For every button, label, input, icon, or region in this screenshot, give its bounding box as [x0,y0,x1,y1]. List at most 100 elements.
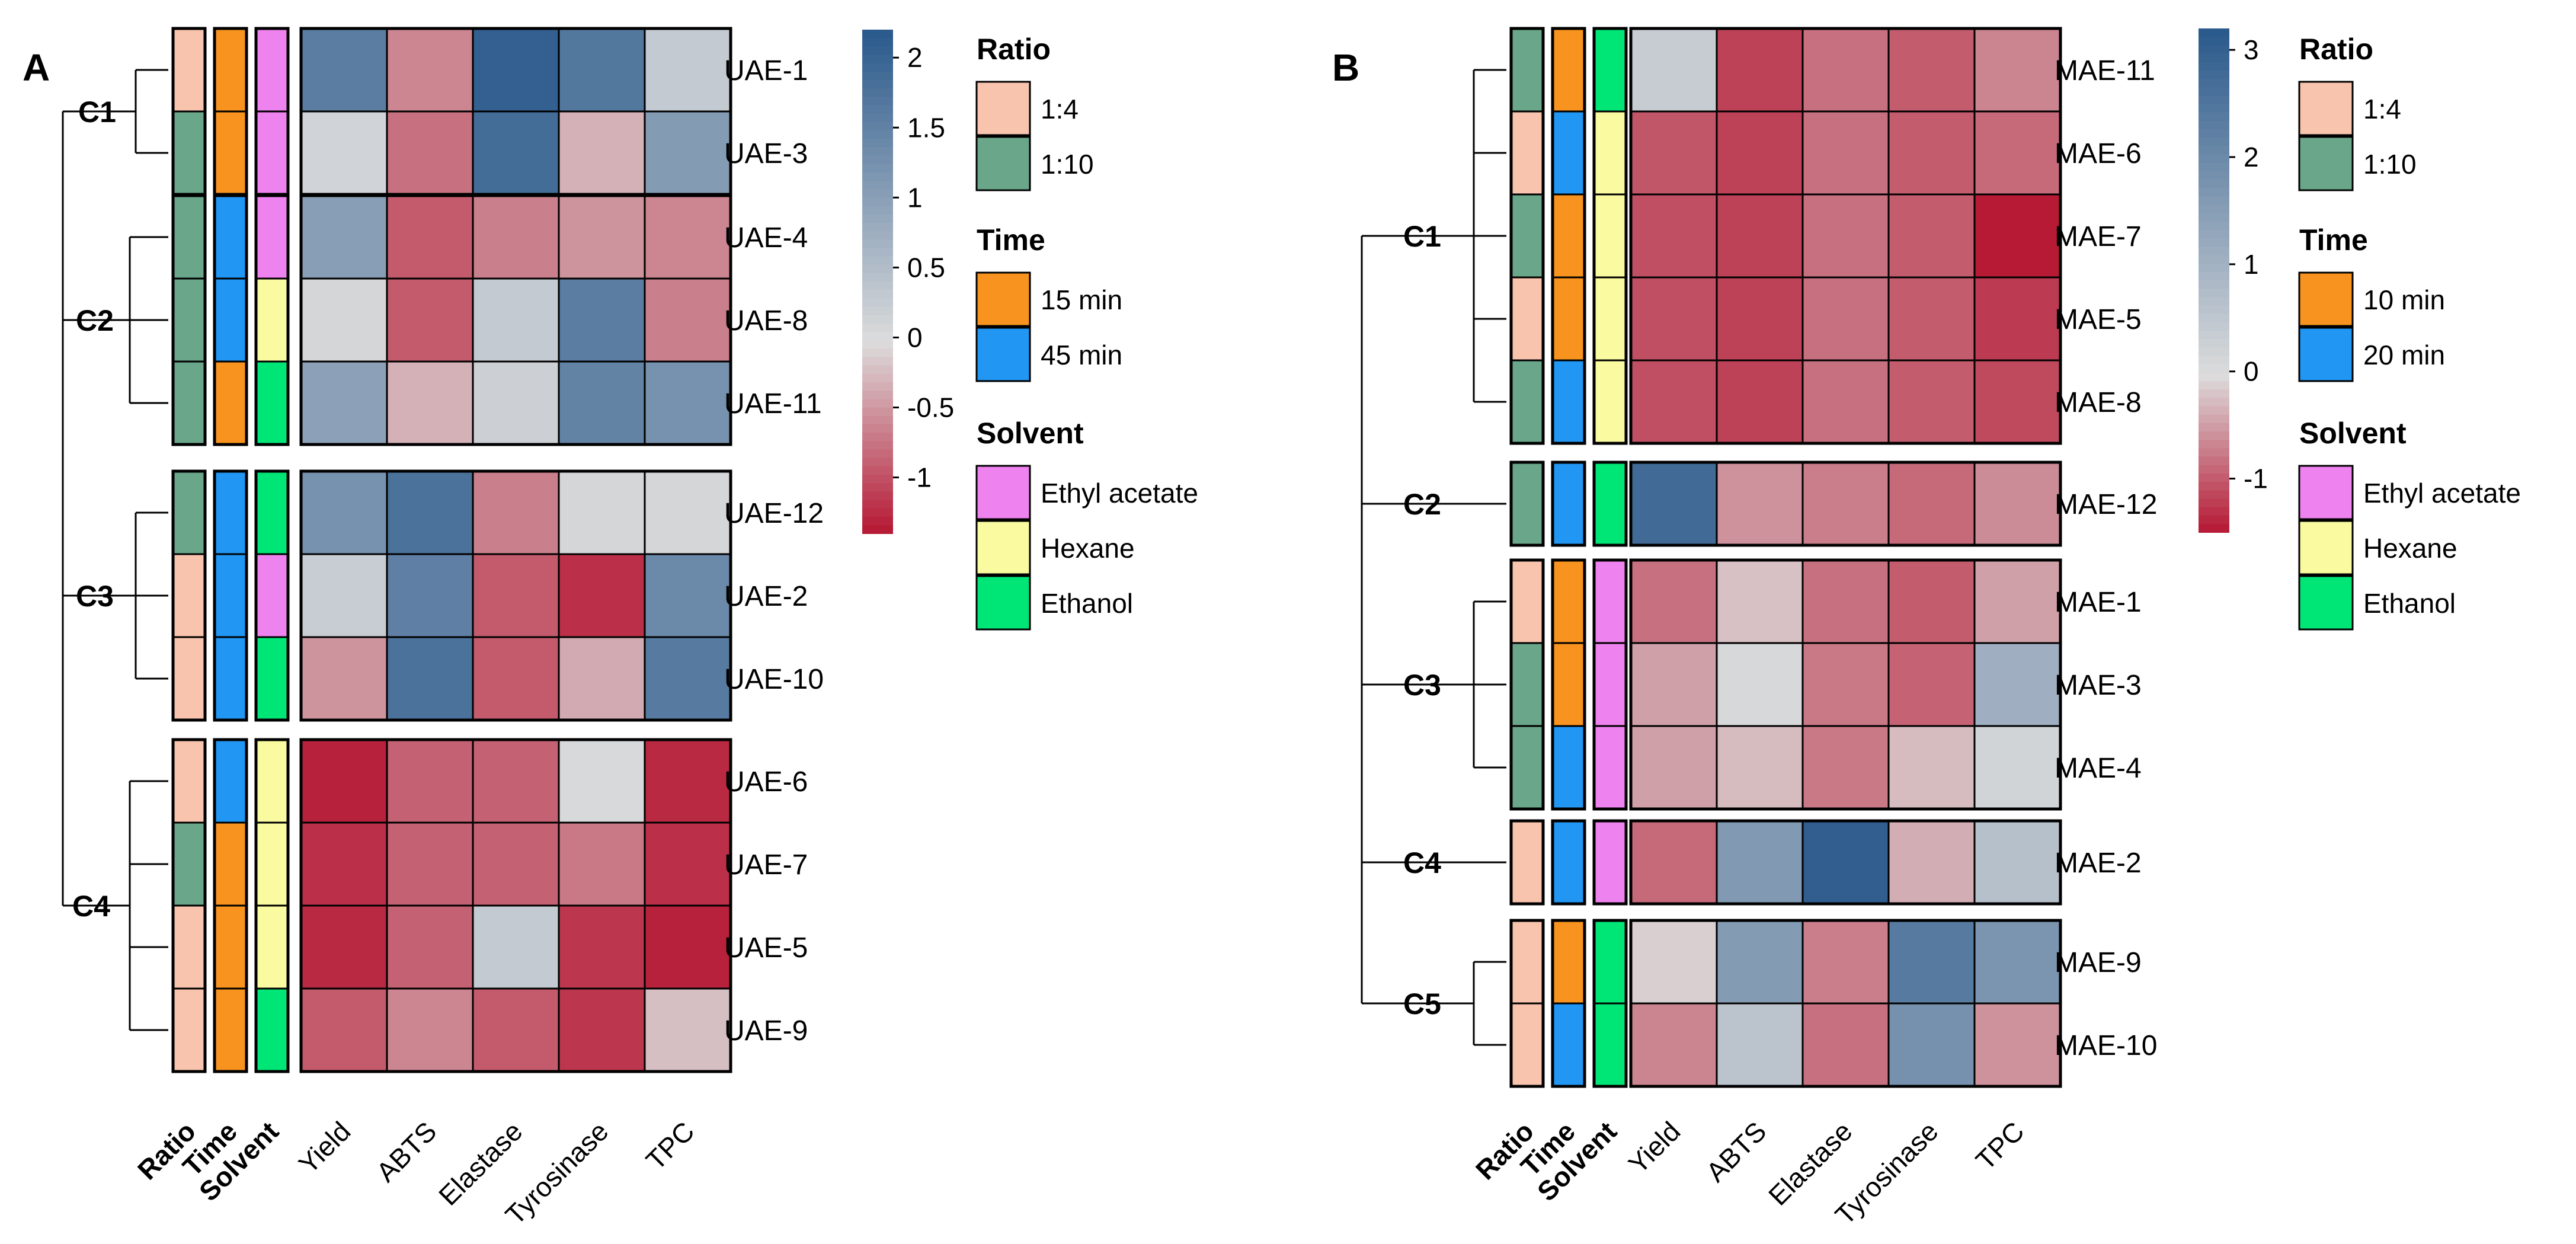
cluster-block-outline [299,738,732,1073]
annotation-cell [1593,1002,1627,1088]
row-label: UAE-7 [724,849,808,881]
colorbar-segment [862,282,893,291]
annotation-block-outline [171,738,207,1073]
colorbar-segment [862,147,893,156]
colorbar-segment [2199,120,2229,130]
annotation-cell [255,636,289,721]
annotation-cell [1510,276,1544,362]
colorbar-segment [862,491,893,501]
heatmap-cell [1887,725,1976,810]
heatmap-cell [1973,461,2062,546]
heatmap-cell [472,27,560,113]
legend-label: 1:4 [2363,94,2401,124]
colorbar-segment [2199,213,2229,222]
legend-title: Solvent [2299,417,2407,450]
heatmap-cell [644,738,732,824]
colorbar-segment [2199,204,2229,214]
row-label: MAE-12 [2055,489,2157,520]
heatmap-cell [300,470,388,555]
colorbar-segment [862,348,893,358]
annotation-cell [1551,820,1586,905]
heatmap-cell [1801,919,1890,1005]
annotation-cell [172,636,206,721]
colorbar-segment [2199,406,2229,415]
panel-label: B [1332,46,1359,89]
colorbar-segment [862,273,893,282]
colorbar-segment [862,88,893,98]
heatmap-cell [558,470,646,555]
annotation-cell [1551,642,1586,727]
row-label: MAE-1 [2055,587,2142,618]
colorbar-segment [2199,188,2229,197]
colorbar-segment [862,248,893,257]
heatmap-cell [300,194,388,280]
row-label: UAE-3 [724,138,808,170]
row-label: UAE-12 [724,498,824,529]
legend-swatch [975,520,1031,575]
row-label: UAE-5 [724,932,808,964]
colorbar-segment [2199,448,2229,458]
colorbar-segment [2199,456,2229,466]
colorbar-segment [2199,398,2229,407]
legend-title: Ratio [977,33,1051,66]
annotation-cell [1551,919,1586,1005]
annotation-cell [1510,559,1544,644]
colorbar-segment [2199,440,2229,449]
colorbar-tick-label: -0.5 [907,392,954,423]
annotation-cell [1510,27,1544,113]
colorbar-tick-label: -1 [907,462,932,493]
legend-label: 1:10 [2363,149,2417,180]
annotation-cell [1510,359,1544,444]
heatmap-cell [558,194,646,280]
heatmap-cell [1630,820,1718,905]
annotation-block-outline [1592,558,1628,811]
heatmap-cell [1630,27,1718,113]
heatmap-cell [1630,1002,1718,1088]
annotation-cell [1551,1002,1586,1088]
colorbar-segment [862,197,893,207]
heatmap-cell [386,277,474,363]
annotation-cell [172,27,206,113]
heatmap-cell [472,470,560,555]
heatmap-cell [1630,919,1718,1005]
annotation-cell [172,904,206,990]
heatmap-column-label: Yield [293,1115,357,1179]
annotation-block-outline [171,194,207,446]
colorbar-segment [862,466,893,475]
colorbar-segment [2199,414,2229,424]
heatmap-cell [644,636,732,721]
row-label: UAE-11 [724,388,822,420]
row-label: UAE-2 [724,581,808,612]
annotation-cell [255,904,289,990]
heatmap-cell [300,987,388,1073]
colorbar-segment [2199,238,2229,248]
annotation-cell [172,470,206,555]
colorbar-segment [862,30,893,39]
colorbar-segment [862,449,893,459]
colorbar-segment [862,500,893,509]
annotation-cell [213,636,248,721]
heatmap-cell [1801,461,1890,546]
colorbar-segment [862,373,893,383]
row-label: UAE-1 [724,55,808,87]
colorbar-tick-label: -1 [2244,463,2268,494]
heatmap-column-label: Yield [1623,1115,1687,1179]
heatmap-cell [300,738,388,824]
colorbar-segment [2199,389,2229,399]
colorbar-segment [862,206,893,215]
heatmap-cell [558,27,646,113]
colorbar-segment [862,298,893,308]
heatmap-cell [1887,1002,1976,1088]
colorbar-segment [2199,280,2229,290]
heatmap-cell [1716,276,1804,362]
colorbar-segment [862,172,893,181]
heatmap-cell [386,360,474,446]
heatmap-cell [386,553,474,638]
annotation-block-outline [1551,460,1586,547]
colorbar-segment [862,256,893,266]
colorbar-segment [2199,356,2229,365]
colorbar-segment [862,516,893,526]
heatmap-cell [644,360,732,446]
legend-swatch [2298,136,2354,191]
heatmap-cell [1973,919,2062,1005]
